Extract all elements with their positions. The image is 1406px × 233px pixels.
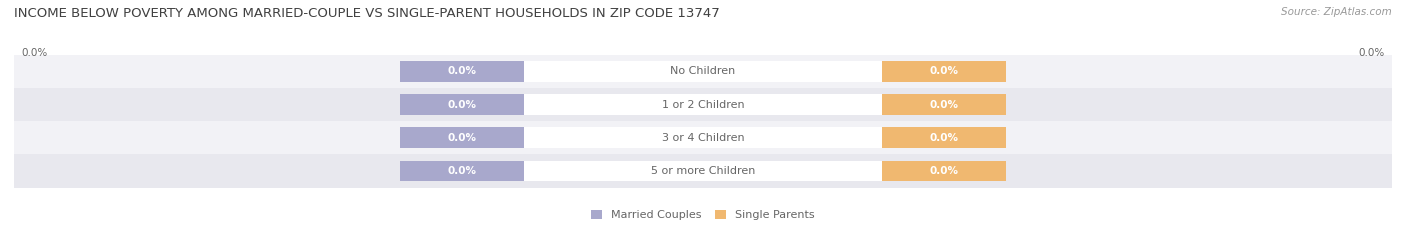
Text: Source: ZipAtlas.com: Source: ZipAtlas.com (1281, 7, 1392, 17)
Text: 0.0%: 0.0% (447, 133, 477, 143)
Bar (399, 94, 524, 115)
Bar (14, 121, 1392, 154)
Bar (14, 55, 1392, 88)
Bar (14, 88, 1392, 121)
Bar (524, 61, 882, 82)
Text: INCOME BELOW POVERTY AMONG MARRIED-COUPLE VS SINGLE-PARENT HOUSEHOLDS IN ZIP COD: INCOME BELOW POVERTY AMONG MARRIED-COUPL… (14, 7, 720, 20)
Bar (399, 127, 1007, 148)
Bar (399, 161, 524, 182)
Bar (882, 127, 1007, 148)
Text: 0.0%: 0.0% (21, 48, 48, 58)
Text: No Children: No Children (671, 66, 735, 76)
Legend: Married Couples, Single Parents: Married Couples, Single Parents (586, 206, 820, 225)
Bar (399, 94, 1007, 115)
Bar (882, 94, 1007, 115)
Text: 0.0%: 0.0% (929, 99, 959, 110)
Text: 0.0%: 0.0% (447, 66, 477, 76)
Text: 1 or 2 Children: 1 or 2 Children (662, 99, 744, 110)
Text: 0.0%: 0.0% (929, 133, 959, 143)
Bar (14, 154, 1392, 188)
Bar (399, 161, 1007, 182)
Text: 0.0%: 0.0% (929, 166, 959, 176)
Text: 0.0%: 0.0% (447, 166, 477, 176)
Text: 5 or more Children: 5 or more Children (651, 166, 755, 176)
Bar (399, 61, 1007, 82)
Bar (524, 94, 882, 115)
Text: 3 or 4 Children: 3 or 4 Children (662, 133, 744, 143)
Bar (399, 61, 524, 82)
Bar (524, 161, 882, 182)
Bar (882, 61, 1007, 82)
Bar (399, 127, 524, 148)
Text: 0.0%: 0.0% (447, 99, 477, 110)
Bar (882, 161, 1007, 182)
Bar (524, 127, 882, 148)
Text: 0.0%: 0.0% (1358, 48, 1385, 58)
Text: 0.0%: 0.0% (929, 66, 959, 76)
